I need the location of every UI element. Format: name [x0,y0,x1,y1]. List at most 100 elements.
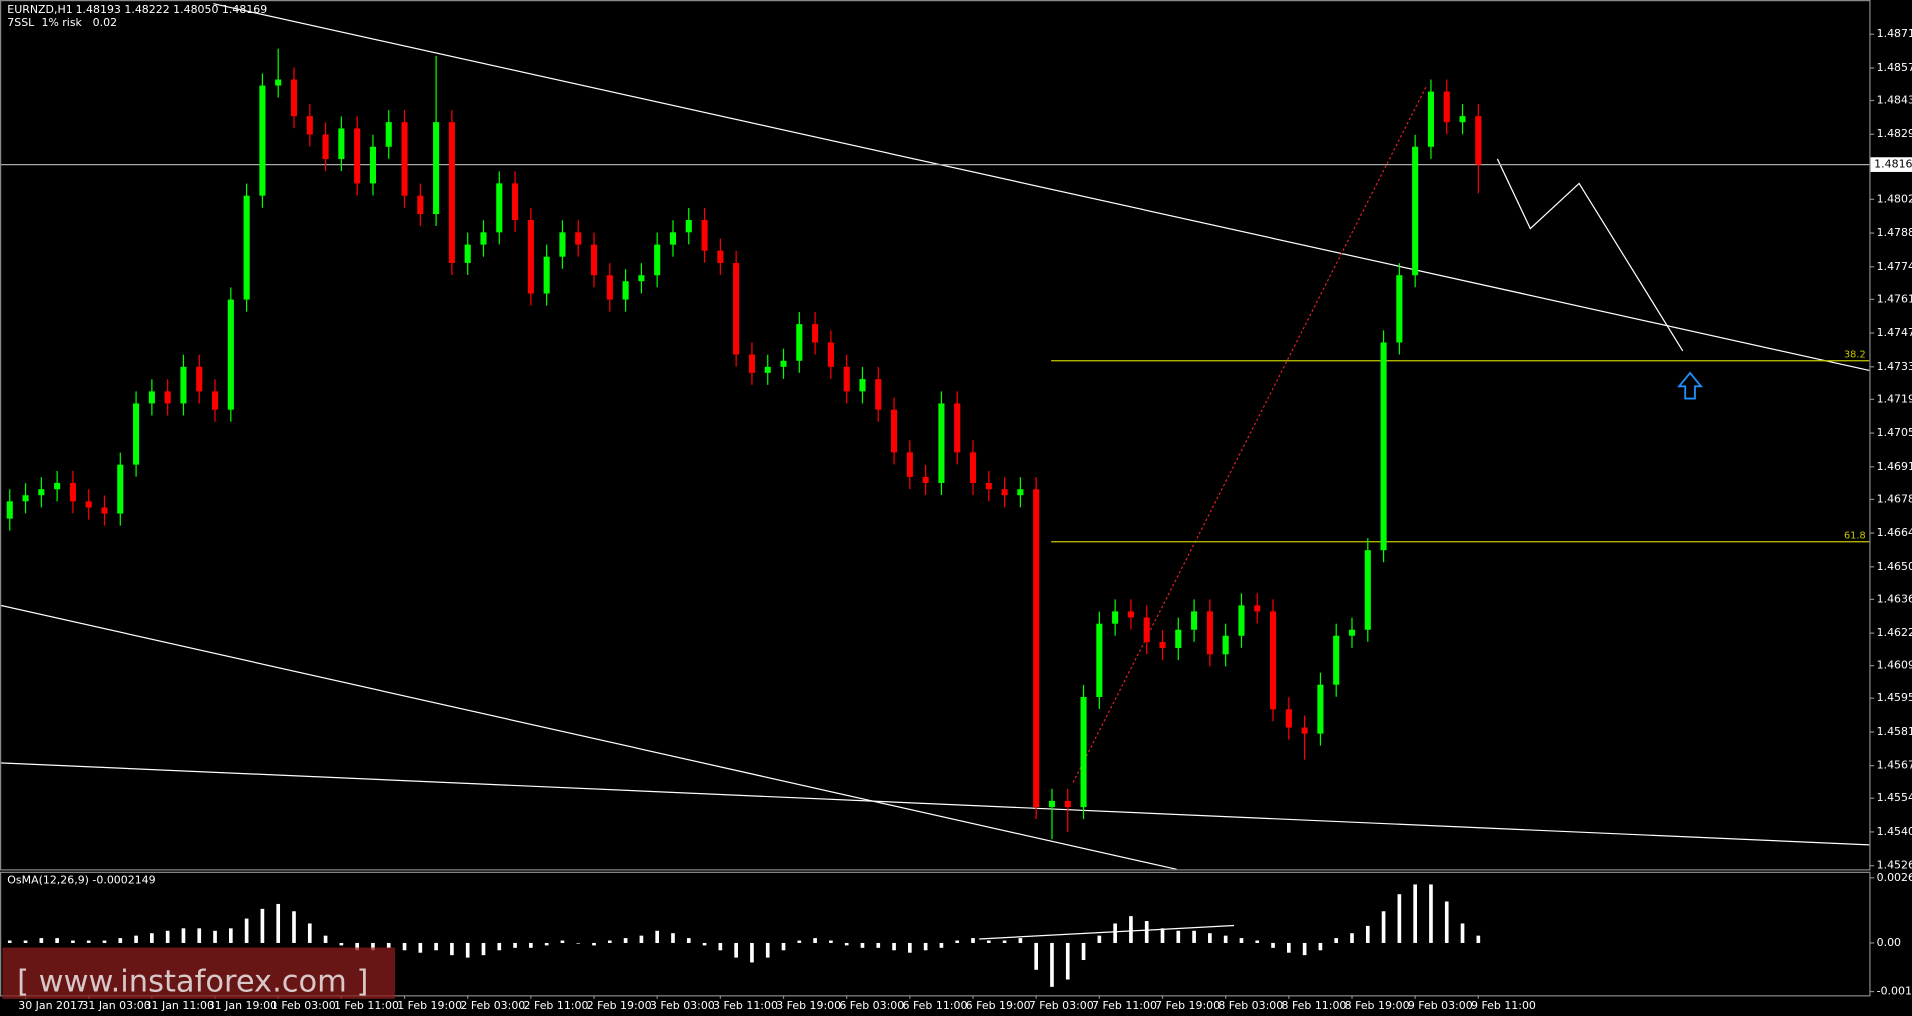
candle-body [669,232,677,245]
y-tick-label: 1.46225 [1877,626,1912,639]
candle-body [1238,605,1245,636]
osma-bar [1050,942,1054,987]
osma-bar [213,930,217,943]
osma-bar [371,942,375,951]
candle-body [622,281,629,300]
osma-bar [971,938,975,943]
candle-body [748,354,755,373]
candle-body [827,342,834,367]
osma-bar [560,940,565,943]
y-tick-label: 1.47885 [1877,226,1912,239]
watermark-box [2,947,396,999]
osma-bar [165,930,170,943]
osma-bar [1034,942,1039,970]
osma-bar [544,942,549,946]
candle-body [1175,629,1182,649]
candle-body [575,232,582,245]
x-tick-label: 7 Feb 19:00 [1155,999,1220,1012]
y-tick-label: 1.47055 [1877,426,1912,439]
candle-body [875,379,882,410]
candle-body [243,195,250,300]
last-price-box [1870,157,1912,172]
candle-body [1380,342,1387,551]
candle-body [196,366,203,392]
candle-body [1143,617,1150,643]
candle-body [306,116,313,135]
candle-body [1301,727,1308,734]
x-tick-label: 8 Feb 11:00 [1282,999,1347,1012]
osma-bar [260,908,265,943]
osma-bar [1350,933,1354,943]
osma-bar [1239,938,1244,943]
osma-bar [655,930,660,943]
osma-bar [844,942,849,946]
x-tick-label: 2 Feb 11:00 [524,999,589,1012]
x-tick-label: 1 Feb 19:00 [397,999,462,1012]
osma-bar [1460,923,1465,943]
osma-bar [1429,884,1433,943]
osma-bar [1271,942,1275,948]
candle-body [275,79,282,86]
candle-body [1080,696,1087,808]
candle-body [590,244,598,276]
candle-body [701,220,708,251]
y-tick-label: 1.45675 [1877,759,1912,772]
x-tick-label: 30 Jan 2017 [18,999,84,1012]
osma-bar [134,935,138,943]
y-tick-label: 1.46915 [1877,460,1912,473]
x-tick-label: 1 Feb 11:00 [334,999,399,1012]
osma-bar [576,942,581,944]
candle-body [1222,635,1229,655]
trend-line [979,924,1235,940]
osma-bar [529,942,533,948]
osma-bar [1334,938,1339,943]
y-tick-label: 1.45955 [1877,691,1912,704]
indicator-frame [0,871,1871,997]
candle-body [69,482,76,502]
osma-bar [23,940,28,943]
quote: 1.48193 1.48222 1.48050 1.48169 [76,3,268,16]
candle-body [38,489,45,496]
x-tick-label: 7 Feb 11:00 [1092,999,1157,1012]
osma-bar [860,942,865,948]
osma-bar [908,942,912,953]
osma-bar [955,940,960,943]
candle-body [843,366,850,392]
candle-body [638,275,645,282]
osma-bar [323,935,328,943]
candle-body [1317,684,1324,734]
osma-bar [497,942,502,951]
osma-bar [1287,942,1291,953]
osma-bar [939,942,944,948]
y-tick-label: 1.45260 [1877,859,1912,872]
candle-body [1254,605,1261,612]
x-tick-label: 7 Feb 03:00 [1029,999,1094,1012]
info: 0.02 [93,16,117,29]
osma-bar [1208,933,1212,943]
osma-bar [481,942,486,956]
osma-bar [118,938,123,943]
candle-body [433,122,440,215]
x-tick-label: 6 Feb 03:00 [839,999,904,1012]
x-tick-label: 8 Feb 03:00 [1218,999,1283,1012]
candle-body [1427,91,1434,147]
candle-body [1269,611,1277,710]
candle-body [464,244,471,263]
osma-bar [813,938,817,943]
candle-body [1348,629,1356,636]
osma-bar [465,942,470,958]
candle-body [780,360,787,367]
y-tick-label: 1.48295 [1877,127,1912,140]
y-tick-label: 1.45400 [1877,825,1912,838]
x-tick-label: 3 Feb 03:00 [650,999,715,1012]
osma-bar [765,942,770,958]
candle-body [259,85,266,196]
candle-body [180,366,187,404]
candle-body [1033,489,1040,808]
x-tick-label: 31 Jan 03:00 [81,999,150,1012]
fibo-label: 38.2 [1844,350,1866,361]
projection-path [1496,158,1684,352]
candle-body [1333,635,1340,685]
y-tick-label: 1.47610 [1877,292,1912,305]
